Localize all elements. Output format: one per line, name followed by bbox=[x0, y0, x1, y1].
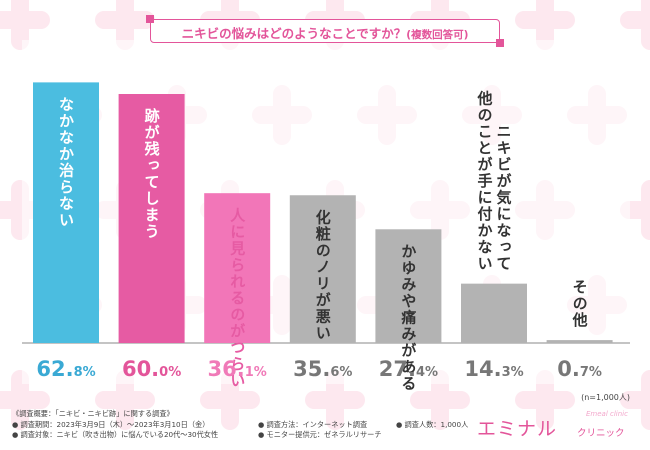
logo-sub: クリニック bbox=[577, 428, 625, 439]
bar-category-label: その他 bbox=[571, 279, 589, 329]
pattern-cross bbox=[0, 370, 50, 430]
bar bbox=[33, 82, 99, 343]
survey-count: ● 調査人数：1,000人 bbox=[396, 419, 469, 429]
chart-title-box: ニキビの悩みはどのようなことですか？(複数回答可) bbox=[146, 15, 504, 47]
bar bbox=[546, 340, 613, 343]
bar bbox=[375, 229, 442, 343]
bar-category-label: なかなか治らない bbox=[57, 96, 75, 228]
bar-category-label: 跡が残ってしまう bbox=[143, 107, 161, 240]
survey-period: ● 調査期間：2023年3月9日（木）〜2023年3月10日（金） bbox=[12, 419, 210, 429]
survey-target: ● 調査対象：ニキビ（吹き出物）に悩んでいる20代〜30代女性 bbox=[12, 430, 219, 439]
bar-value-label: 27.4% bbox=[379, 357, 438, 381]
pattern-cross bbox=[200, 370, 260, 430]
bar-category-label: ニキビが気になって bbox=[495, 123, 513, 272]
pattern-cross bbox=[305, 370, 365, 430]
bar-category-label: 他のことが手に付かない bbox=[476, 89, 494, 271]
bar-value-label: 14.3% bbox=[464, 357, 523, 381]
pattern-cross bbox=[515, 0, 575, 50]
pattern-cross bbox=[95, 0, 155, 50]
bar bbox=[461, 283, 527, 343]
pattern-cross bbox=[410, 370, 470, 430]
title-main: ニキビの悩みはどのようなことですか？ bbox=[181, 26, 407, 41]
chart-title: ニキビの悩みはどのようなことですか？(複数回答可) bbox=[151, 23, 499, 42]
bar-value-label: 0.7% bbox=[557, 357, 602, 381]
bar-value-label: 60.0% bbox=[122, 357, 181, 381]
title-sub: (複数回答可) bbox=[406, 29, 469, 41]
bar-category-label: 化粧のノリが悪い bbox=[314, 208, 332, 341]
bar bbox=[204, 193, 271, 343]
pattern-cross bbox=[620, 0, 650, 50]
bar-value-label: 62.8% bbox=[36, 357, 95, 381]
survey-method: ● 調査方法：インターネット調査 bbox=[258, 419, 368, 429]
bar-category-label: かゆみや痛みがある bbox=[399, 243, 417, 391]
bar-category-label: 人に見られるのがつらい bbox=[228, 207, 246, 389]
bar bbox=[289, 195, 356, 343]
pattern-cross bbox=[95, 370, 155, 430]
pattern-cross bbox=[515, 370, 575, 430]
sample-size-note: (n=1,000人) bbox=[581, 393, 630, 402]
logo-script: Emeal clinic bbox=[586, 410, 628, 418]
bar bbox=[118, 94, 185, 343]
logo-main: エミナル bbox=[477, 418, 558, 440]
pattern-cross bbox=[620, 370, 650, 430]
survey-provider: ● モニター提供元：ゼネラルリサーチ bbox=[258, 430, 382, 439]
survey-overview: 《調査概要：「ニキビ・ニキビ跡」に関する調査》 bbox=[12, 409, 174, 418]
bar-value-label: 35.6% bbox=[293, 357, 352, 381]
bar-value-label: 36.1% bbox=[208, 357, 267, 381]
pattern-cross bbox=[0, 0, 50, 50]
